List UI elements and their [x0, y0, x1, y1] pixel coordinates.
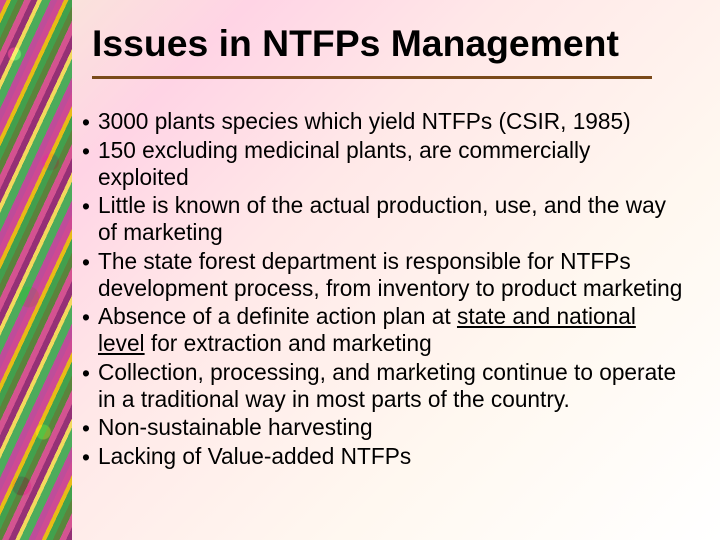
bullet-item: •Little is known of the actual productio… — [74, 192, 684, 246]
slide: Issues in NTFPs Management •3000 plants … — [0, 0, 720, 540]
bullet-item: •Absence of a definite action plan at st… — [74, 303, 684, 357]
bullet-marker: • — [74, 359, 98, 385]
bullet-marker: • — [74, 303, 98, 329]
bullet-marker: • — [74, 108, 98, 134]
bullet-marker: • — [74, 248, 98, 274]
bullet-marker: • — [74, 414, 98, 440]
bullet-item: •Lacking of Value-added NTFPs — [74, 443, 684, 470]
bullet-marker: • — [74, 443, 98, 469]
title-underline — [92, 76, 652, 79]
bullet-list: •3000 plants species which yield NTFPs (… — [74, 108, 684, 472]
decorative-side-band — [0, 0, 72, 540]
bullet-item: •Non-sustainable harvesting — [74, 414, 684, 441]
bullet-text: 150 excluding medicinal plants, are comm… — [98, 137, 684, 191]
bullet-text: Collection, processing, and marketing co… — [98, 359, 684, 413]
bullet-text: Absence of a definite action plan at sta… — [98, 303, 684, 357]
bullet-marker: • — [74, 192, 98, 218]
bullet-item: •The state forest department is responsi… — [74, 248, 684, 302]
bullet-text: The state forest department is responsib… — [98, 248, 684, 302]
bullet-item: •150 excluding medicinal plants, are com… — [74, 137, 684, 191]
slide-title: Issues in NTFPs Management — [92, 22, 619, 65]
bullet-text: Lacking of Value-added NTFPs — [98, 443, 684, 470]
bullet-text: 3000 plants species which yield NTFPs (C… — [98, 108, 684, 135]
bullet-item: •3000 plants species which yield NTFPs (… — [74, 108, 684, 135]
bullet-text: Little is known of the actual production… — [98, 192, 684, 246]
bullet-item: •Collection, processing, and marketing c… — [74, 359, 684, 413]
bullet-marker: • — [74, 137, 98, 163]
bullet-text: Non-sustainable harvesting — [98, 414, 684, 441]
